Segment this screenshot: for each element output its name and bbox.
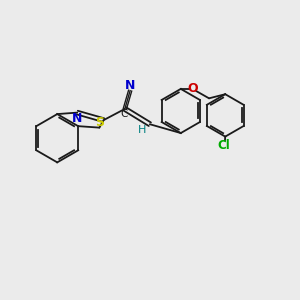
Text: H: H [137, 125, 146, 135]
Text: O: O [187, 82, 198, 95]
Text: S: S [95, 116, 104, 129]
Text: N: N [125, 79, 136, 92]
Text: N: N [72, 112, 82, 125]
Text: C: C [120, 109, 127, 119]
Text: Cl: Cl [218, 139, 230, 152]
